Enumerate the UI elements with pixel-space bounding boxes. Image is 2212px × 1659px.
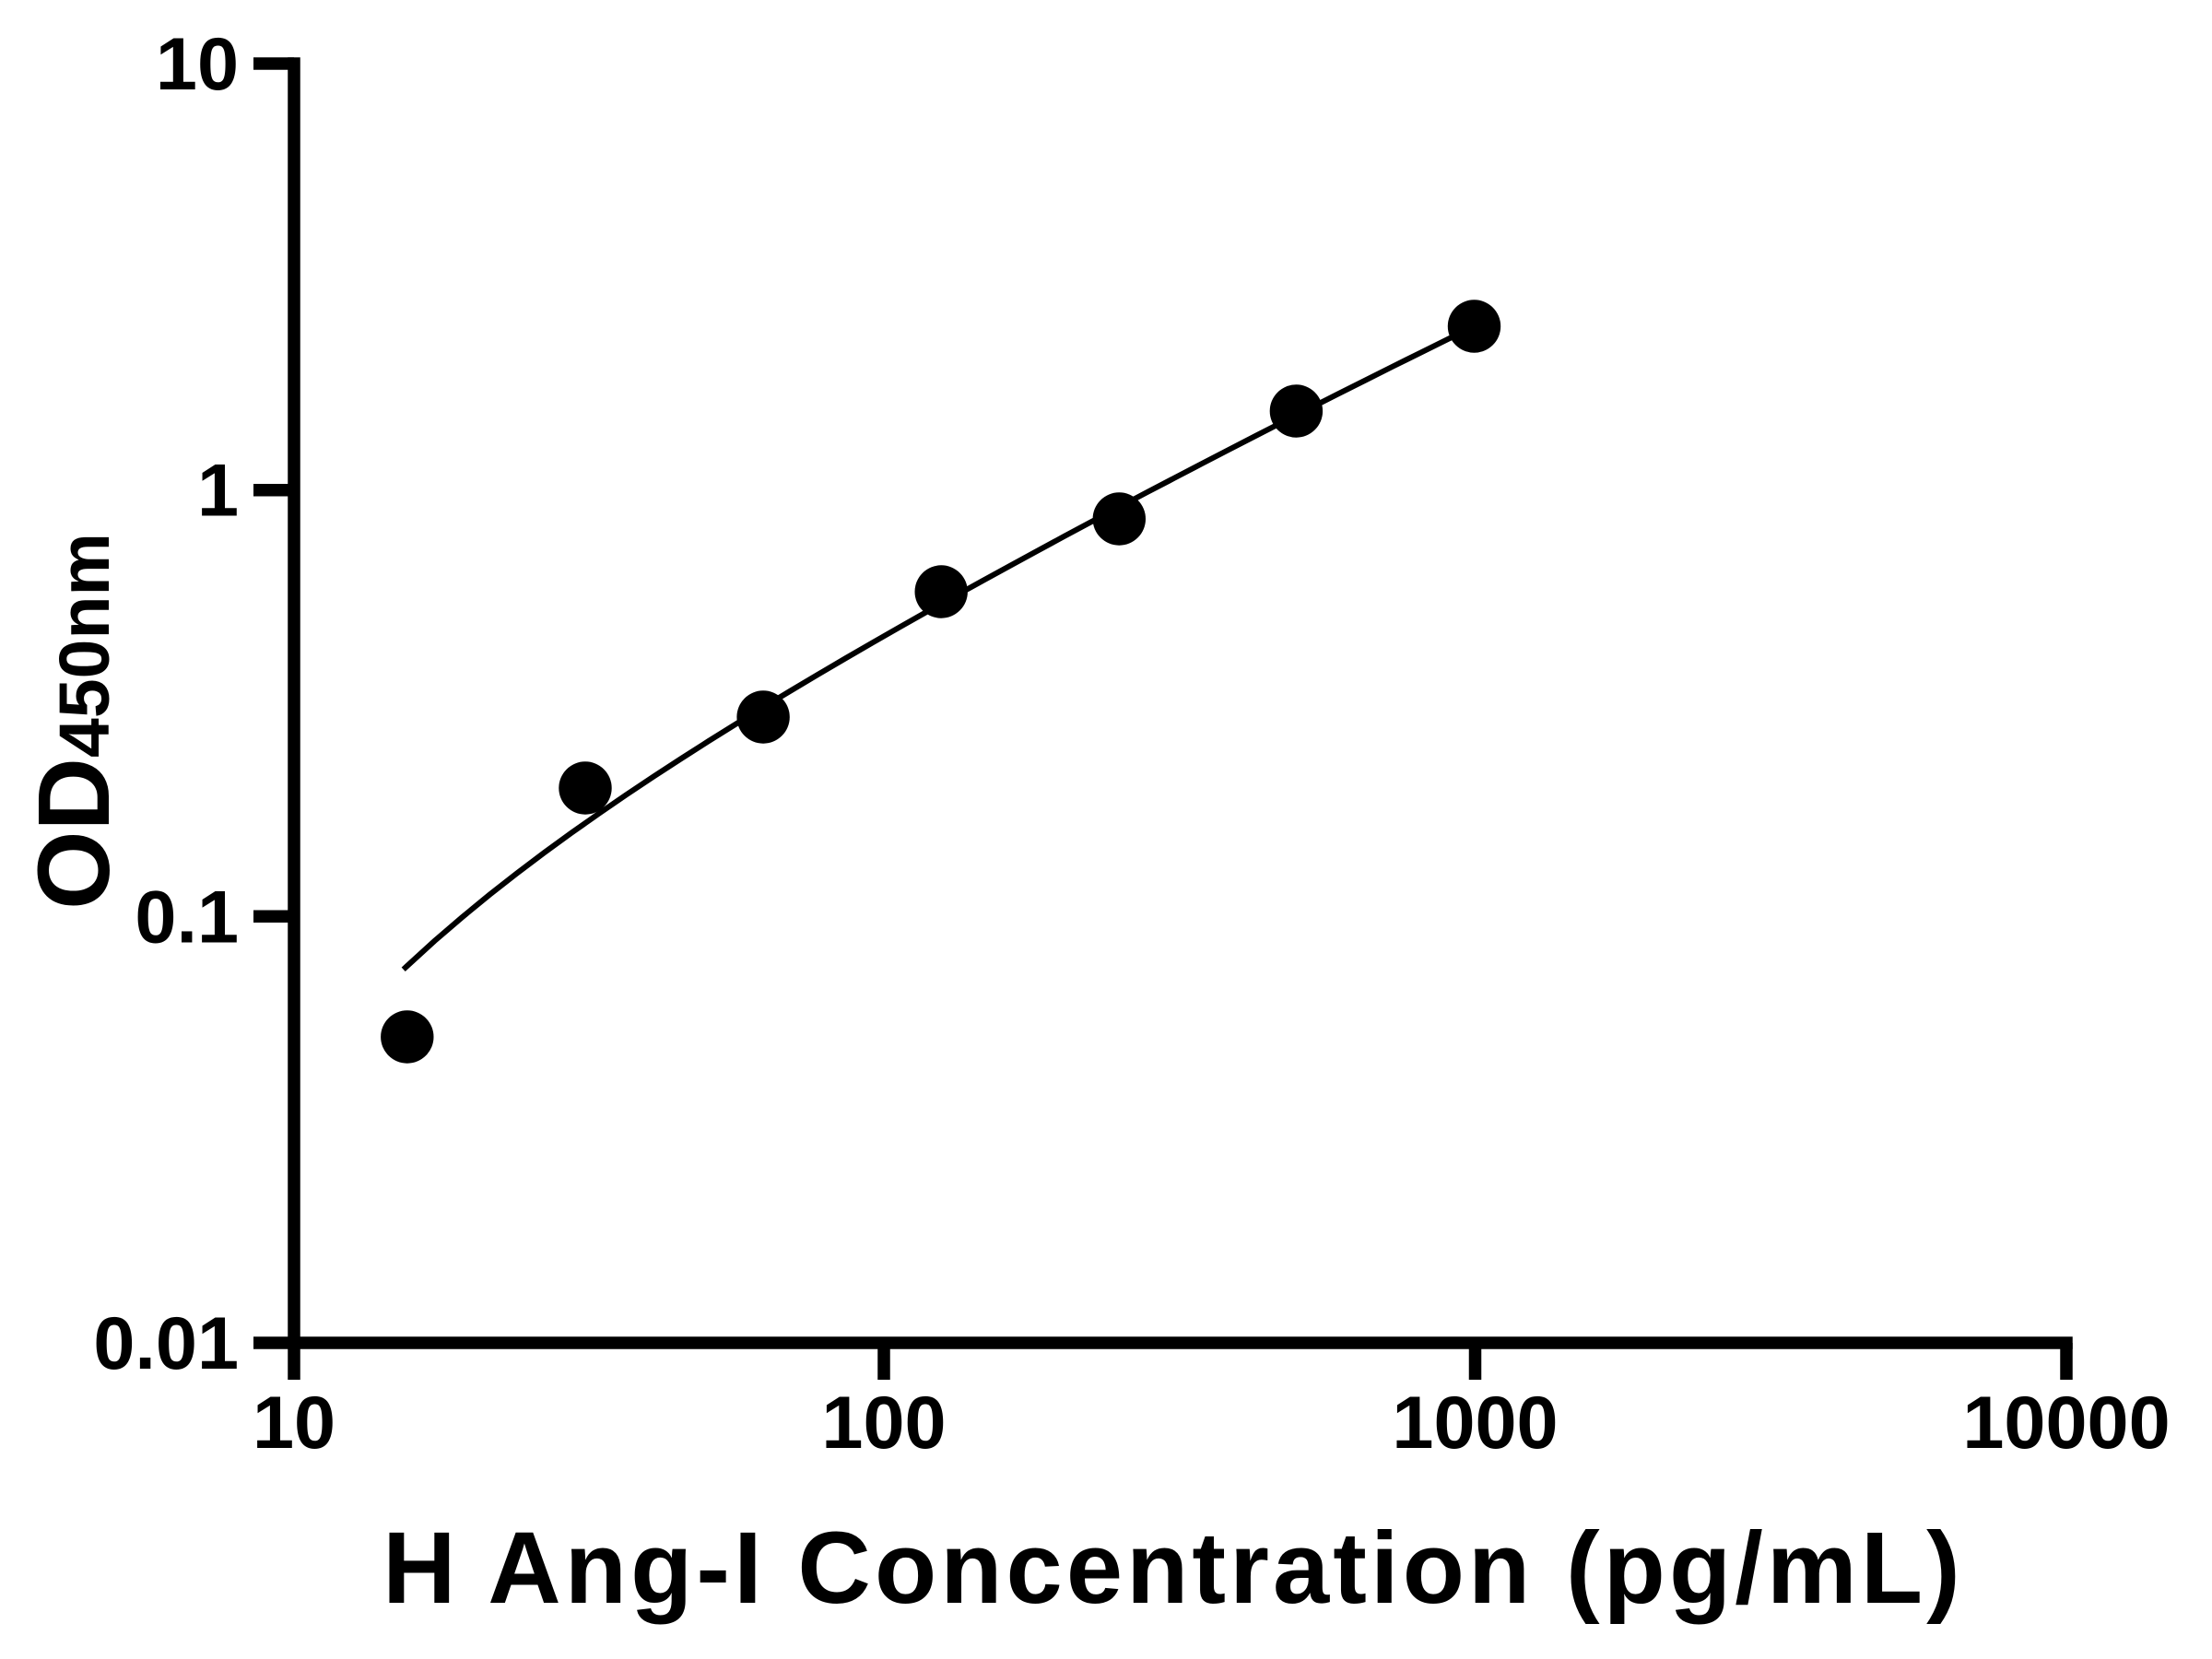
- svg-text:1: 1: [197, 450, 239, 533]
- svg-text:0.1: 0.1: [135, 876, 239, 959]
- svg-text:0.01: 0.01: [93, 1302, 239, 1385]
- svg-text:H Ang-I Concentration (pg/mL): H Ang-I Concentration (pg/mL): [382, 1512, 1964, 1625]
- svg-text:10: 10: [253, 1382, 335, 1465]
- svg-text:10: 10: [156, 23, 239, 106]
- svg-text:100: 100: [821, 1382, 946, 1465]
- svg-text:1000: 1000: [1392, 1382, 1558, 1465]
- svg-text:10000: 10000: [1962, 1382, 2170, 1465]
